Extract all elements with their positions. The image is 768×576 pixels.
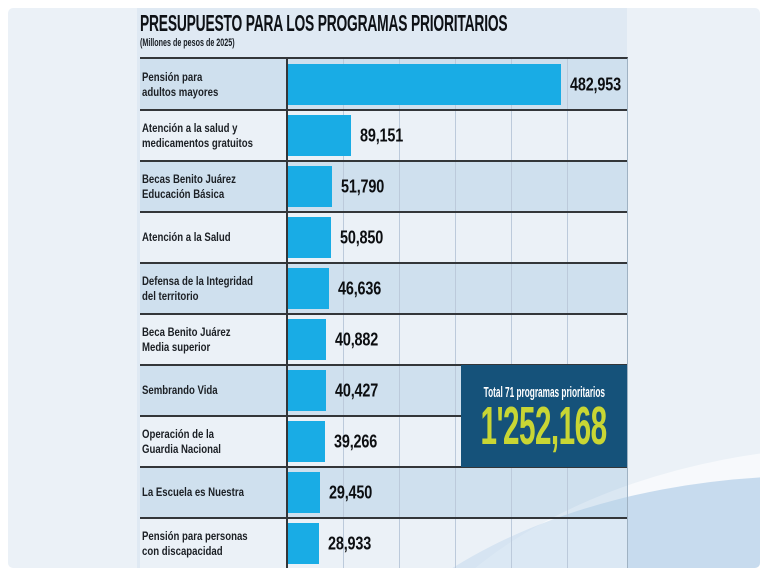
row-separator bbox=[140, 211, 627, 213]
chart-title: PRESUPUESTO PARA LOS PROGRAMAS PRIORITAR… bbox=[140, 10, 508, 36]
bar-cell: 51,790 bbox=[287, 161, 627, 212]
category-label: Atención a la Salud bbox=[142, 230, 231, 244]
chart-panel: PRESUPUESTO PARA LOS PROGRAMAS PRIORITAR… bbox=[137, 8, 628, 568]
category-label-cell: Atención a la salud y medicamentos gratu… bbox=[140, 110, 287, 161]
row-separator bbox=[140, 364, 627, 366]
category-label-cell: Beca Benito Juárez Media superior bbox=[140, 314, 287, 365]
category-label: Pensión para personas con discapacidad bbox=[142, 528, 248, 558]
row-separator bbox=[140, 466, 627, 468]
category-label-cell: Defensa de la Integridad del territorio bbox=[140, 263, 287, 314]
chart-row: Becas Benito Juárez Educación Básica 51,… bbox=[140, 161, 627, 212]
bar-cell: 50,850 bbox=[287, 212, 627, 263]
total-callout: Total 71 programas prioritarios 1'252,16… bbox=[461, 365, 627, 467]
chart-rows: Pensión para adultos mayores 482,953 Ate… bbox=[140, 59, 627, 568]
value-label: 28,933 bbox=[328, 533, 372, 553]
chart-row: Atención a la salud y medicamentos gratu… bbox=[140, 110, 627, 161]
bar-cell: 46,636 bbox=[287, 263, 627, 314]
category-label-cell: Becas Benito Juárez Educación Básica bbox=[140, 161, 287, 212]
bar bbox=[288, 472, 320, 513]
category-label: Defensa de la Integridad del territorio bbox=[142, 273, 253, 303]
category-label-cell: Pensión para adultos mayores bbox=[140, 59, 287, 110]
category-label: Operación de la Guardia Nacional bbox=[142, 426, 221, 456]
bar bbox=[288, 166, 332, 207]
chart-row: Beca Benito Juárez Media superior 40,882 bbox=[140, 314, 627, 365]
value-label: 50,850 bbox=[340, 227, 384, 247]
page-background: PRESUPUESTO PARA LOS PROGRAMAS PRIORITAR… bbox=[8, 8, 760, 568]
row-separator bbox=[140, 262, 627, 264]
row-separator bbox=[140, 160, 627, 162]
bar bbox=[288, 268, 329, 309]
category-label-cell: Operación de la Guardia Nacional bbox=[140, 416, 287, 467]
bar bbox=[288, 319, 326, 360]
bar bbox=[288, 421, 325, 462]
category-label-cell: Pensión para personas con discapacidad bbox=[140, 518, 287, 568]
total-callout-value: 1'252,168 bbox=[481, 395, 608, 456]
category-label-cell: Atención a la Salud bbox=[140, 212, 287, 263]
bar bbox=[288, 115, 351, 156]
chart-row: Defensa de la Integridad del territorio … bbox=[140, 263, 627, 314]
row-separator bbox=[140, 415, 627, 417]
row-separator bbox=[140, 517, 627, 519]
value-label: 40,882 bbox=[335, 329, 379, 349]
chart-row: Atención a la Salud 50,850 bbox=[140, 212, 627, 263]
value-label: 89,151 bbox=[360, 125, 404, 145]
chart-row: Pensión para adultos mayores 482,953 bbox=[140, 59, 627, 110]
row-separator bbox=[140, 313, 627, 315]
bar bbox=[288, 217, 331, 258]
bar-cell: 40,427 bbox=[287, 365, 627, 416]
bar-cell: 29,450 bbox=[287, 467, 627, 518]
category-label: Beca Benito Juárez Media superior bbox=[142, 324, 231, 354]
value-label: 29,450 bbox=[329, 482, 373, 502]
category-label: Sembrando Vida bbox=[142, 383, 218, 397]
chart-subtitle: (Millones de pesos de 2025) bbox=[140, 37, 235, 49]
row-separator bbox=[140, 109, 627, 111]
category-label: Pensión para adultos mayores bbox=[142, 69, 219, 99]
value-label: 39,266 bbox=[334, 431, 378, 451]
category-label: Becas Benito Juárez Educación Básica bbox=[142, 171, 236, 201]
chart-row: La Escuela es Nuestra 29,450 bbox=[140, 467, 627, 518]
category-label-cell: La Escuela es Nuestra bbox=[140, 467, 287, 518]
bar bbox=[288, 64, 561, 105]
value-label: 51,790 bbox=[341, 176, 385, 196]
bar-cell: 482,953 bbox=[287, 59, 627, 110]
bar-cell: 28,933 bbox=[287, 518, 627, 568]
chart-row: Pensión para personas con discapacidad 2… bbox=[140, 518, 627, 568]
bar-chart: Pensión para adultos mayores 482,953 Ate… bbox=[140, 57, 628, 568]
value-label: 46,636 bbox=[338, 278, 382, 298]
bar-cell: 39,266 bbox=[287, 416, 627, 467]
category-label: La Escuela es Nuestra bbox=[142, 485, 244, 499]
bar-cell: 89,151 bbox=[287, 110, 627, 161]
bar bbox=[288, 370, 326, 411]
category-label-cell: Sembrando Vida bbox=[140, 365, 287, 416]
value-label: 482,953 bbox=[570, 74, 621, 94]
total-callout-label: Total 71 programas prioritarios bbox=[483, 383, 605, 401]
value-label: 40,427 bbox=[335, 380, 379, 400]
bar bbox=[288, 523, 319, 564]
bar-cell: 40,882 bbox=[287, 314, 627, 365]
category-label: Atención a la salud y medicamentos gratu… bbox=[142, 120, 253, 150]
